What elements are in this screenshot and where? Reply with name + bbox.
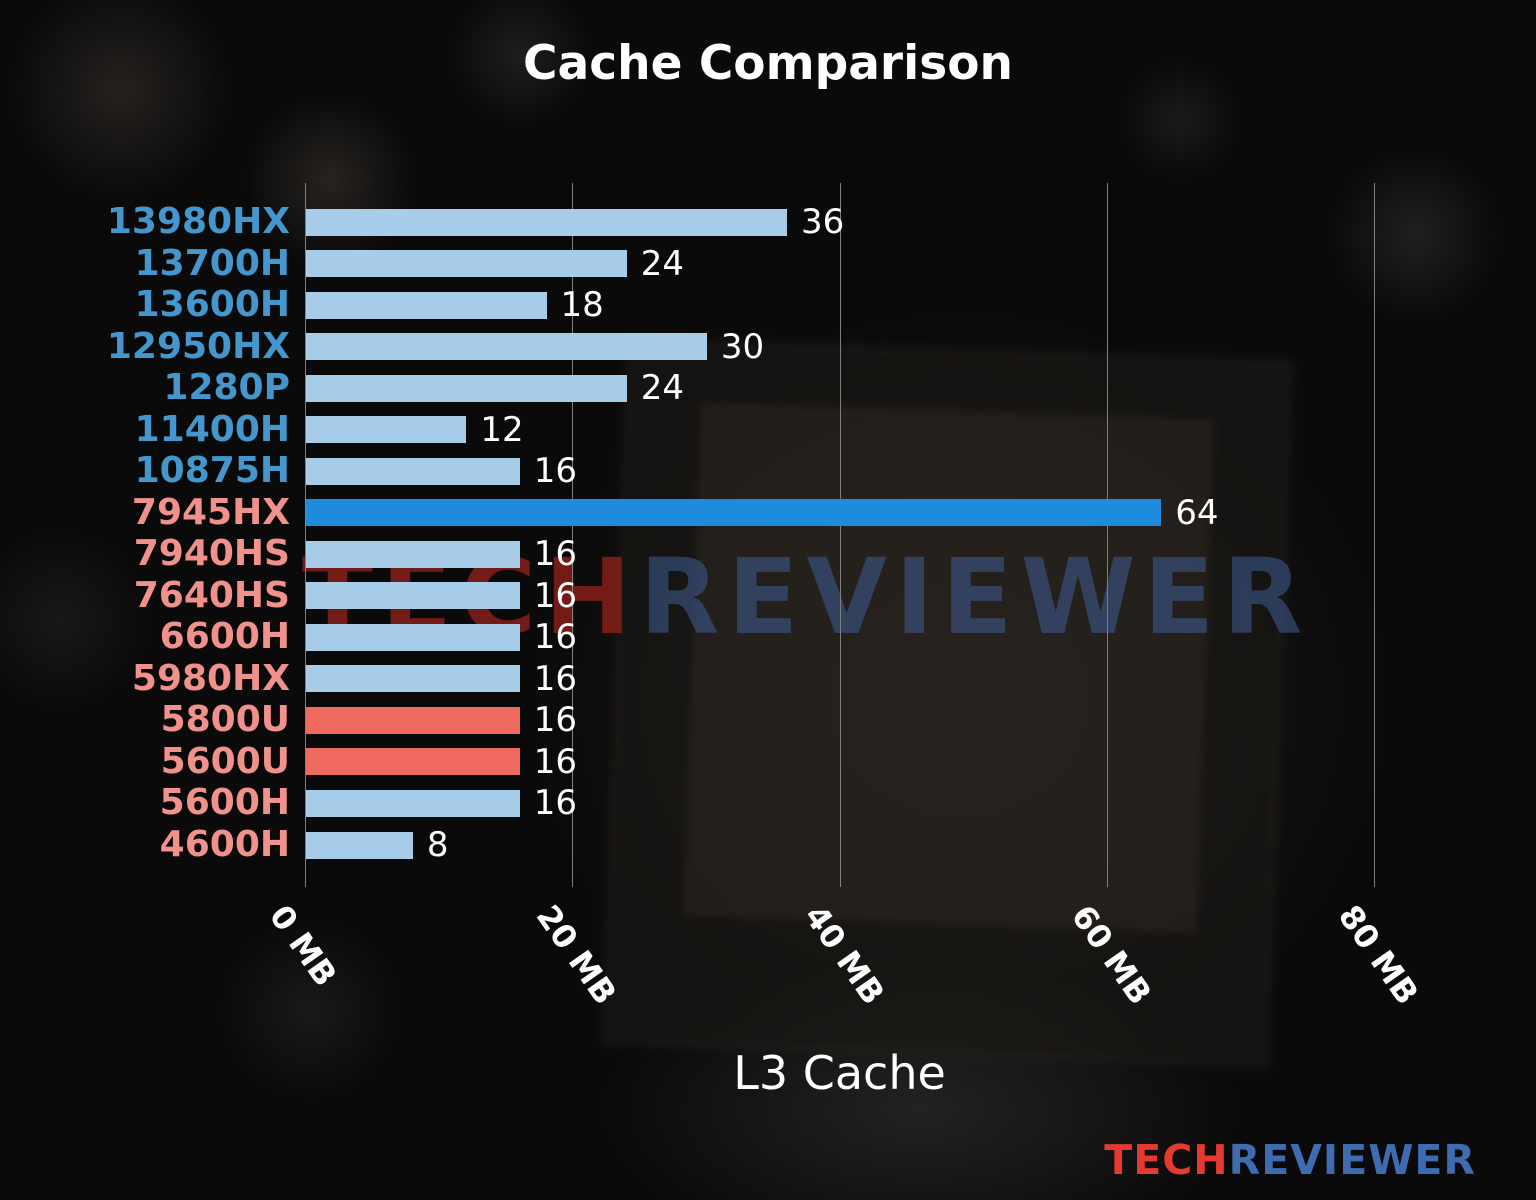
gridline <box>1106 183 1108 887</box>
bar-12950HX <box>306 333 707 361</box>
category-label: 4600H <box>159 824 290 865</box>
bar-value-label: 12 <box>480 409 524 450</box>
bar-value-label: 16 <box>533 741 578 782</box>
category-label: 7640HS <box>133 574 290 616</box>
bar-value-label: 16 <box>533 617 578 658</box>
bar-5800U <box>306 706 520 734</box>
bar-value-label: 16 <box>533 658 578 699</box>
bar-value-label: 24 <box>640 243 684 284</box>
x-axis-label: L3 Cache <box>733 1046 946 1100</box>
category-label: 10875H <box>134 450 290 492</box>
bar-value-label: 64 <box>1175 492 1219 533</box>
gridline <box>839 183 841 887</box>
logo-reviewer: REVIEWER <box>1228 1136 1476 1184</box>
category-label: 12950HX <box>106 325 290 367</box>
logo-tech: TECH <box>1104 1136 1229 1184</box>
bar-5980HX <box>306 665 520 693</box>
bar-value-label: 36 <box>801 202 845 242</box>
bar-value-label: 18 <box>560 285 604 326</box>
bar-13980HX <box>306 208 788 236</box>
category-label: 1280P <box>163 367 290 409</box>
bar-4600H <box>306 831 413 859</box>
gridline <box>572 183 574 887</box>
bar-value-label: 24 <box>640 368 684 409</box>
gridline <box>1374 183 1375 887</box>
cpu-die-shape <box>684 403 1213 932</box>
bar-7640HS <box>306 582 520 610</box>
bar-5600U <box>306 748 520 776</box>
category-label: 5600H <box>159 782 290 824</box>
watermark-reviewer: REVIEWER <box>639 536 1311 658</box>
bar-6600H <box>306 623 520 651</box>
bar-value-label: 16 <box>533 575 578 616</box>
brand-logo: TECHREVIEWER <box>1104 1136 1476 1184</box>
bar-value-label: 30 <box>720 326 765 367</box>
category-label: 13980HX <box>106 201 290 242</box>
category-label: 5980HX <box>131 657 290 699</box>
bar-5600H <box>306 789 520 817</box>
bar-13600H <box>306 291 547 319</box>
bar-10875H <box>306 457 520 485</box>
category-label: 6600H <box>159 616 290 658</box>
category-label: 13700H <box>134 242 290 284</box>
bar-7945HX <box>306 499 1162 527</box>
bar-value-label: 16 <box>533 783 578 824</box>
category-label: 11400H <box>134 408 290 450</box>
category-label: 7945HX <box>131 491 290 533</box>
bar-7940HS <box>306 540 520 568</box>
category-label: 13600H <box>134 284 290 326</box>
category-label: 5600U <box>160 740 290 782</box>
category-label: 5800U <box>160 699 290 741</box>
bar-11400H <box>306 416 467 444</box>
cpu-photo-shape <box>602 338 1293 1067</box>
chart-title: Cache Comparison <box>523 36 1013 91</box>
bar-value-label: 16 <box>533 534 578 575</box>
bar-value-label: 16 <box>533 451 578 492</box>
bar-1280P <box>306 374 627 402</box>
bar-value-label: 16 <box>533 700 578 741</box>
bar-value-label: 8 <box>426 825 449 865</box>
bar-13700H <box>306 250 627 278</box>
gridline <box>305 183 306 887</box>
category-label: 7940HS <box>133 533 290 575</box>
